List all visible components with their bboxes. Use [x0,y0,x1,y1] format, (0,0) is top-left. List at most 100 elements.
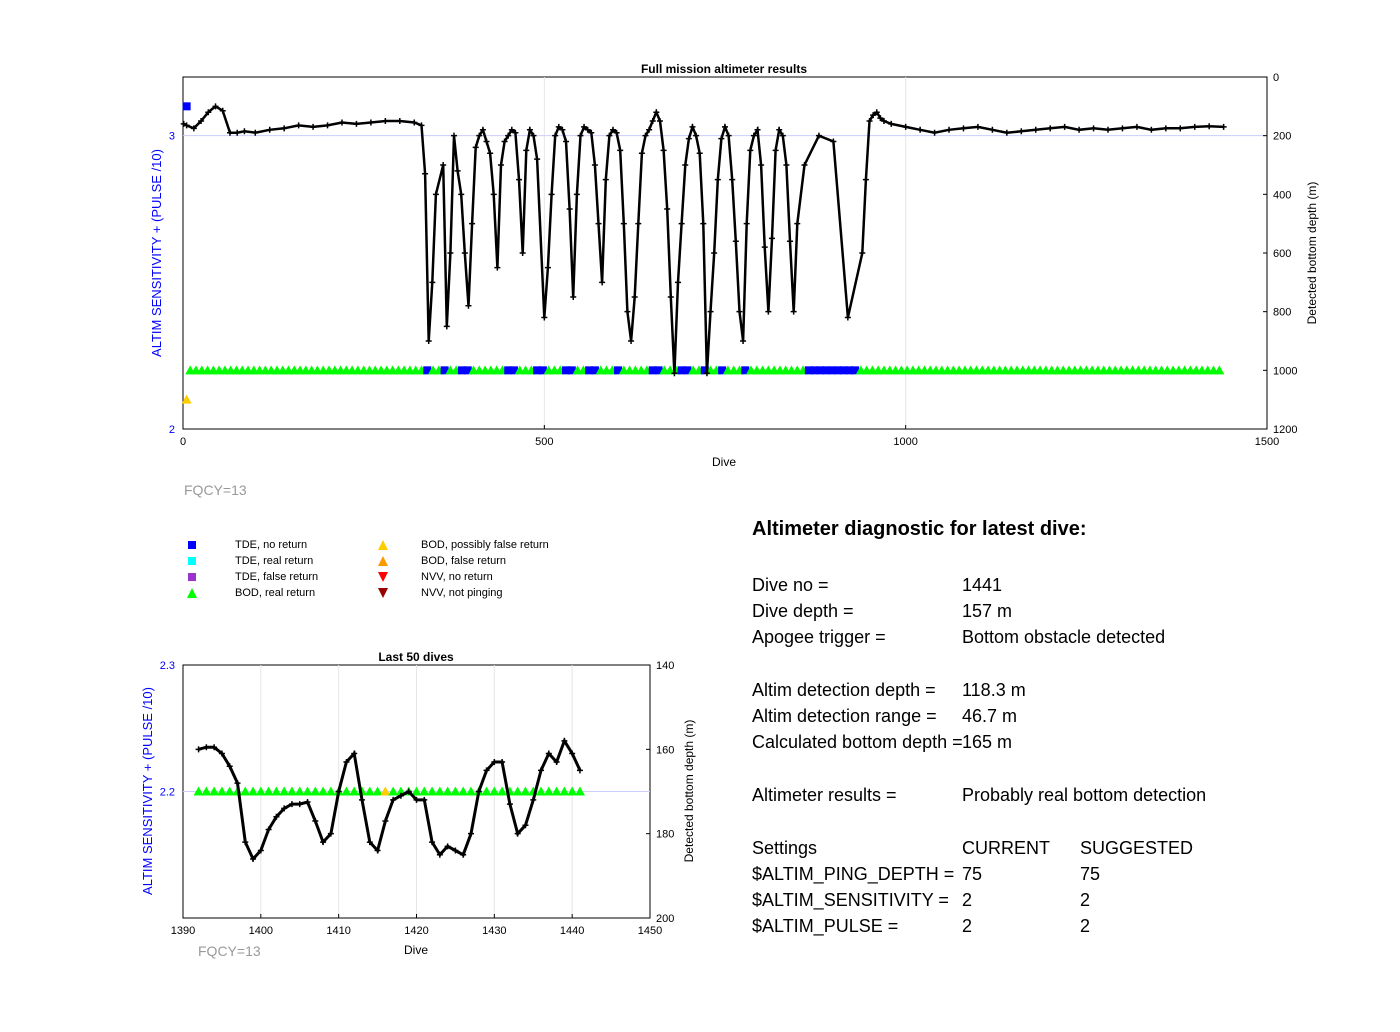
y-right-tick-label: 200 [656,913,674,925]
main-fqcy-label: FQCY=13 [184,482,247,498]
bottom-depth-point [1119,125,1126,132]
bottom-depth-point [257,847,264,854]
zoom-title: Last 50 dives [378,650,454,664]
diag-key: Altim detection range = [752,706,937,726]
main-ylabel-left: ALTIM SENSITIVITY + (PULSE /10) [149,149,164,357]
bottom-depth-point [566,206,573,212]
bottom-depth-point [242,839,249,846]
tde-no-return-marker [648,366,657,375]
bottom-depth-point [801,162,808,168]
bottom-depth-point [606,132,613,139]
bod-marker [349,786,360,796]
bod-marker [574,786,585,796]
bottom-depth-point [534,156,541,163]
y-right-tick-label: 0 [1273,72,1279,84]
bottom-depth-point [265,826,272,833]
bottom-depth-point [422,170,429,177]
tde-no-return-marker [562,366,571,375]
diag-key: Calculated bottom depth = [752,732,963,752]
y-right-tick-label: 180 [656,829,674,841]
bod-marker [216,786,227,796]
bottom-depth-point [440,162,447,168]
bottom-depth-point [638,150,645,157]
tde-no-return-marker [845,366,854,375]
x-tick-label: 1420 [404,925,428,937]
bottom-depth-point [844,314,851,321]
bottom-depth-point [931,129,938,136]
bottom-depth-point [476,132,483,139]
bottom-depth-point [530,132,537,139]
bottom-depth-point [1018,128,1025,135]
bottom-depth-point [750,132,757,139]
bottom-depth-point [211,744,218,751]
tde-no-return-marker [182,102,191,111]
main-ylabel-right: Detected bottom depth (m) [1305,182,1319,325]
main-title: Full mission altimeter results [641,62,807,76]
bottom-depth-point [479,126,486,133]
bottom-depth-point [794,220,801,227]
bod-marker [201,786,212,796]
bod-marker [442,786,453,796]
bottom-depth-point [1162,125,1169,132]
y-right-tick-label: 800 [1273,307,1291,319]
tde-no-return-marker [590,366,599,375]
bottom-depth-point [295,122,302,129]
y-left-tick-label: 2.3 [160,660,175,672]
diag-value: Probably real bottom detection [962,785,1207,805]
bottom-depth-point [628,338,635,344]
bottom-depth-point [1105,126,1112,133]
bod-marker [543,786,554,796]
x-tick-label: 1430 [482,925,506,937]
bod-marker [248,786,259,796]
y-right-tick-label: 1200 [1273,424,1297,436]
bod-marker [364,786,375,796]
bottom-depth-point [397,792,404,799]
bottom-depth-point [195,746,202,753]
bottom-depth-point [494,264,501,271]
bottom-depth-point [429,839,436,846]
bottom-depth-point [252,129,259,136]
bottom-depth-point [758,162,765,168]
tde-no-return-marker [423,366,432,375]
bottom-depth-point [490,191,497,198]
zoom-chart: 1390 1400 1410 1420 1430 1440 1450 2.2 2.3 140 160… [140,650,696,957]
tde-no-return-marker [677,366,686,375]
bod-marker [450,786,461,796]
bottom-depth-point [555,123,562,130]
y-right-tick-label: 400 [1273,189,1291,201]
bottom-depth-point [1177,125,1184,132]
legend: TDE, no return TDE, real return TDE, fal… [186,537,586,603]
bottom-depth-point [740,338,747,344]
bottom-depth-point [501,138,508,145]
bottom-depth-point [544,264,551,271]
tde-no-return-marker [833,366,842,375]
bottom-depth-point [324,122,331,129]
tde-no-return-marker [440,366,449,375]
diag-current: 2 [962,890,973,910]
bottom-depth-point [754,126,761,133]
bottom-depth-point [790,308,797,315]
bottom-depth-point [588,129,595,136]
bottom-depth-point [405,788,412,795]
diag-suggested: 75 [1080,864,1101,884]
bottom-depth-point [675,279,682,286]
bod-marker [341,786,352,796]
bottom-depth-point [461,250,468,256]
bottom-depth-point [234,780,241,787]
bottom-depth-point [548,191,555,198]
diag-value: 1441 [962,575,1003,595]
triangle-down-red-icon [377,571,389,583]
tde-no-return-marker [683,366,692,375]
x-tick-label: 1500 [1255,436,1279,448]
bottom-depth-point [335,788,342,795]
bottom-depth-point [946,126,953,133]
bottom-depth-point [475,788,482,795]
bottom-depth-point [281,805,288,812]
bottom-depth-point [421,796,428,803]
x-tick-label: 0 [180,436,186,448]
diag-current: 2 [962,916,973,936]
tde-no-return-marker [804,366,813,375]
bottom-depth-point [1076,126,1083,133]
bottom-depth-point [1191,123,1198,130]
